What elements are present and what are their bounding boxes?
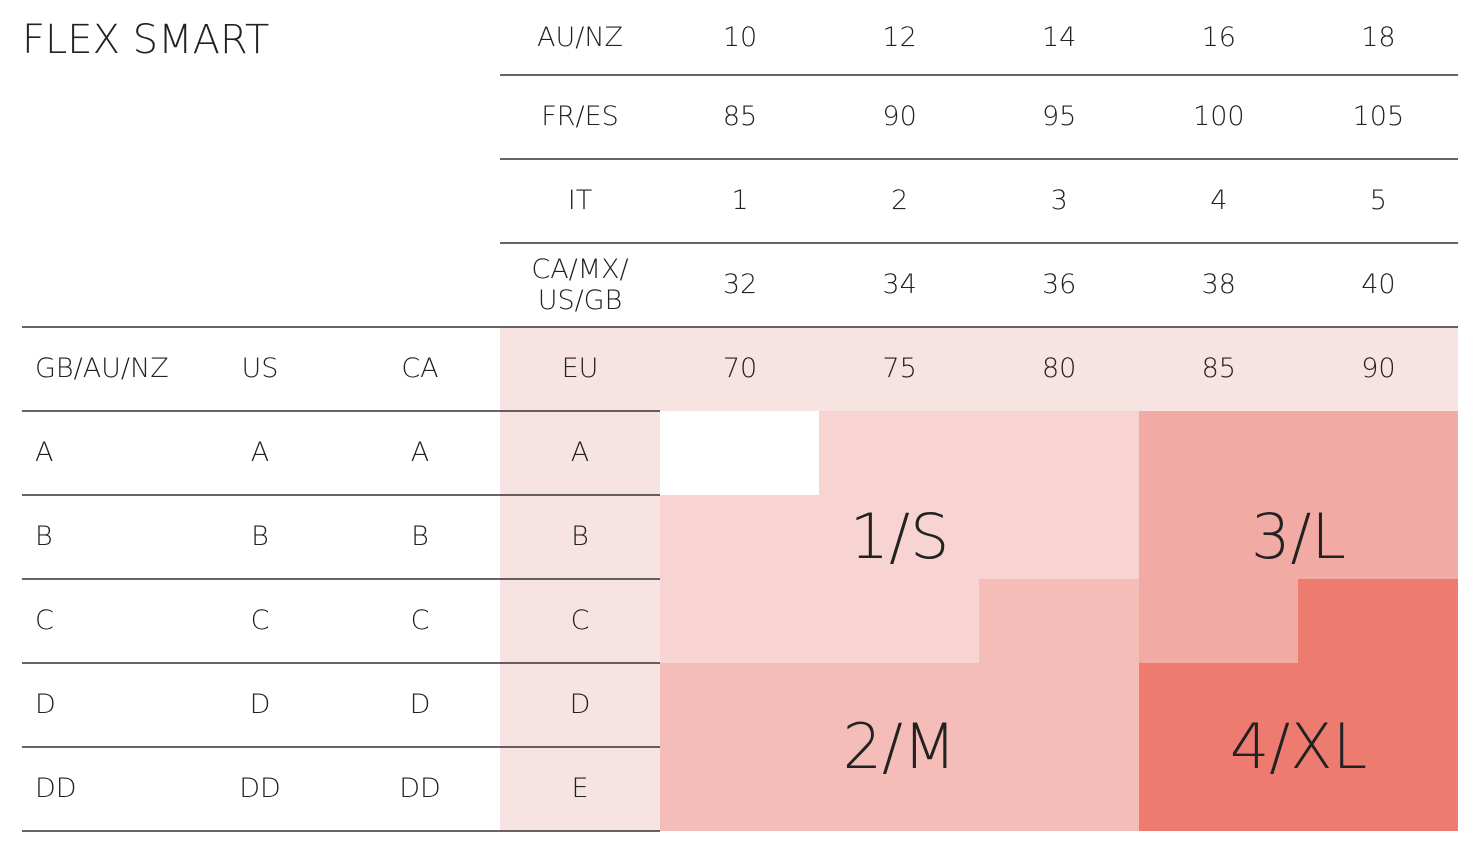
band-value: 16 [1201,21,1236,53]
band-value: 38 [1201,269,1236,301]
size-label: 1/S [849,500,950,574]
cup-size: A [410,437,430,469]
cup-size: D [409,689,431,721]
band-value: 100 [1193,101,1245,133]
cup-size: C [410,605,430,637]
size-label: 4/XL [1229,710,1368,784]
column-header: GB/AU/NZ [35,353,169,385]
cup-size: B [35,521,53,553]
band-value: 14 [1042,21,1077,53]
column-header: CA [401,353,439,385]
band-value: 34 [882,269,917,301]
band-value: 75 [882,353,917,385]
size-region-xl [1298,579,1458,663]
cup-size: A [250,437,270,469]
cup-size: B [411,521,429,553]
cup-size: E [571,773,589,805]
cup-size: D [249,689,271,721]
size-label: 3/L [1251,500,1346,574]
column-header: EU [561,353,599,385]
band-value: 85 [1201,353,1236,385]
empty-cell [660,411,819,495]
cup-size: C [35,605,54,637]
cup-size: DD [239,773,281,805]
band-value: 90 [1361,353,1396,385]
band-value: 36 [1042,269,1077,301]
band-value: 40 [1361,269,1396,301]
cup-size: C [570,605,590,637]
band-value: 5 [1369,185,1387,217]
cup-size: A [35,437,54,469]
cup-size: B [251,521,269,553]
band-value: 4 [1210,185,1228,217]
band-value: 85 [722,101,758,133]
band-value: 105 [1352,101,1405,133]
cup-size: D [569,689,591,721]
band-value: 3 [1050,185,1068,217]
row-label: IT [567,185,593,217]
size-region-m [979,579,1139,663]
cup-size: A [570,437,590,469]
band-value: 1 [731,185,749,217]
cup-size: D [35,689,56,721]
cup-size: C [250,605,270,637]
cup-size: DD [399,773,441,805]
cup-size: B [571,521,589,553]
band-value: 70 [722,353,758,385]
row-label: CA/MX/ US/GB [531,253,629,316]
title: FLEX SMART [22,17,270,63]
column-header: US [241,353,279,385]
row-label: AU/NZ [536,21,624,53]
band-value: 80 [1042,353,1077,385]
size-region-xl [1139,663,1458,831]
band-value: 18 [1361,21,1396,53]
band-value: 95 [1042,101,1077,133]
eu-row-bg [500,327,1458,411]
size-region-m [660,663,1139,831]
band-value: 2 [891,185,909,217]
size-label: 2/M [842,710,957,784]
band-value: 12 [882,21,917,53]
row-label: FR/ES [541,101,619,133]
band-value: 10 [722,21,758,53]
band-value: 90 [882,101,917,133]
band-value: 32 [722,269,758,301]
eu-col-bg [500,411,660,831]
cup-size: DD [35,773,77,805]
